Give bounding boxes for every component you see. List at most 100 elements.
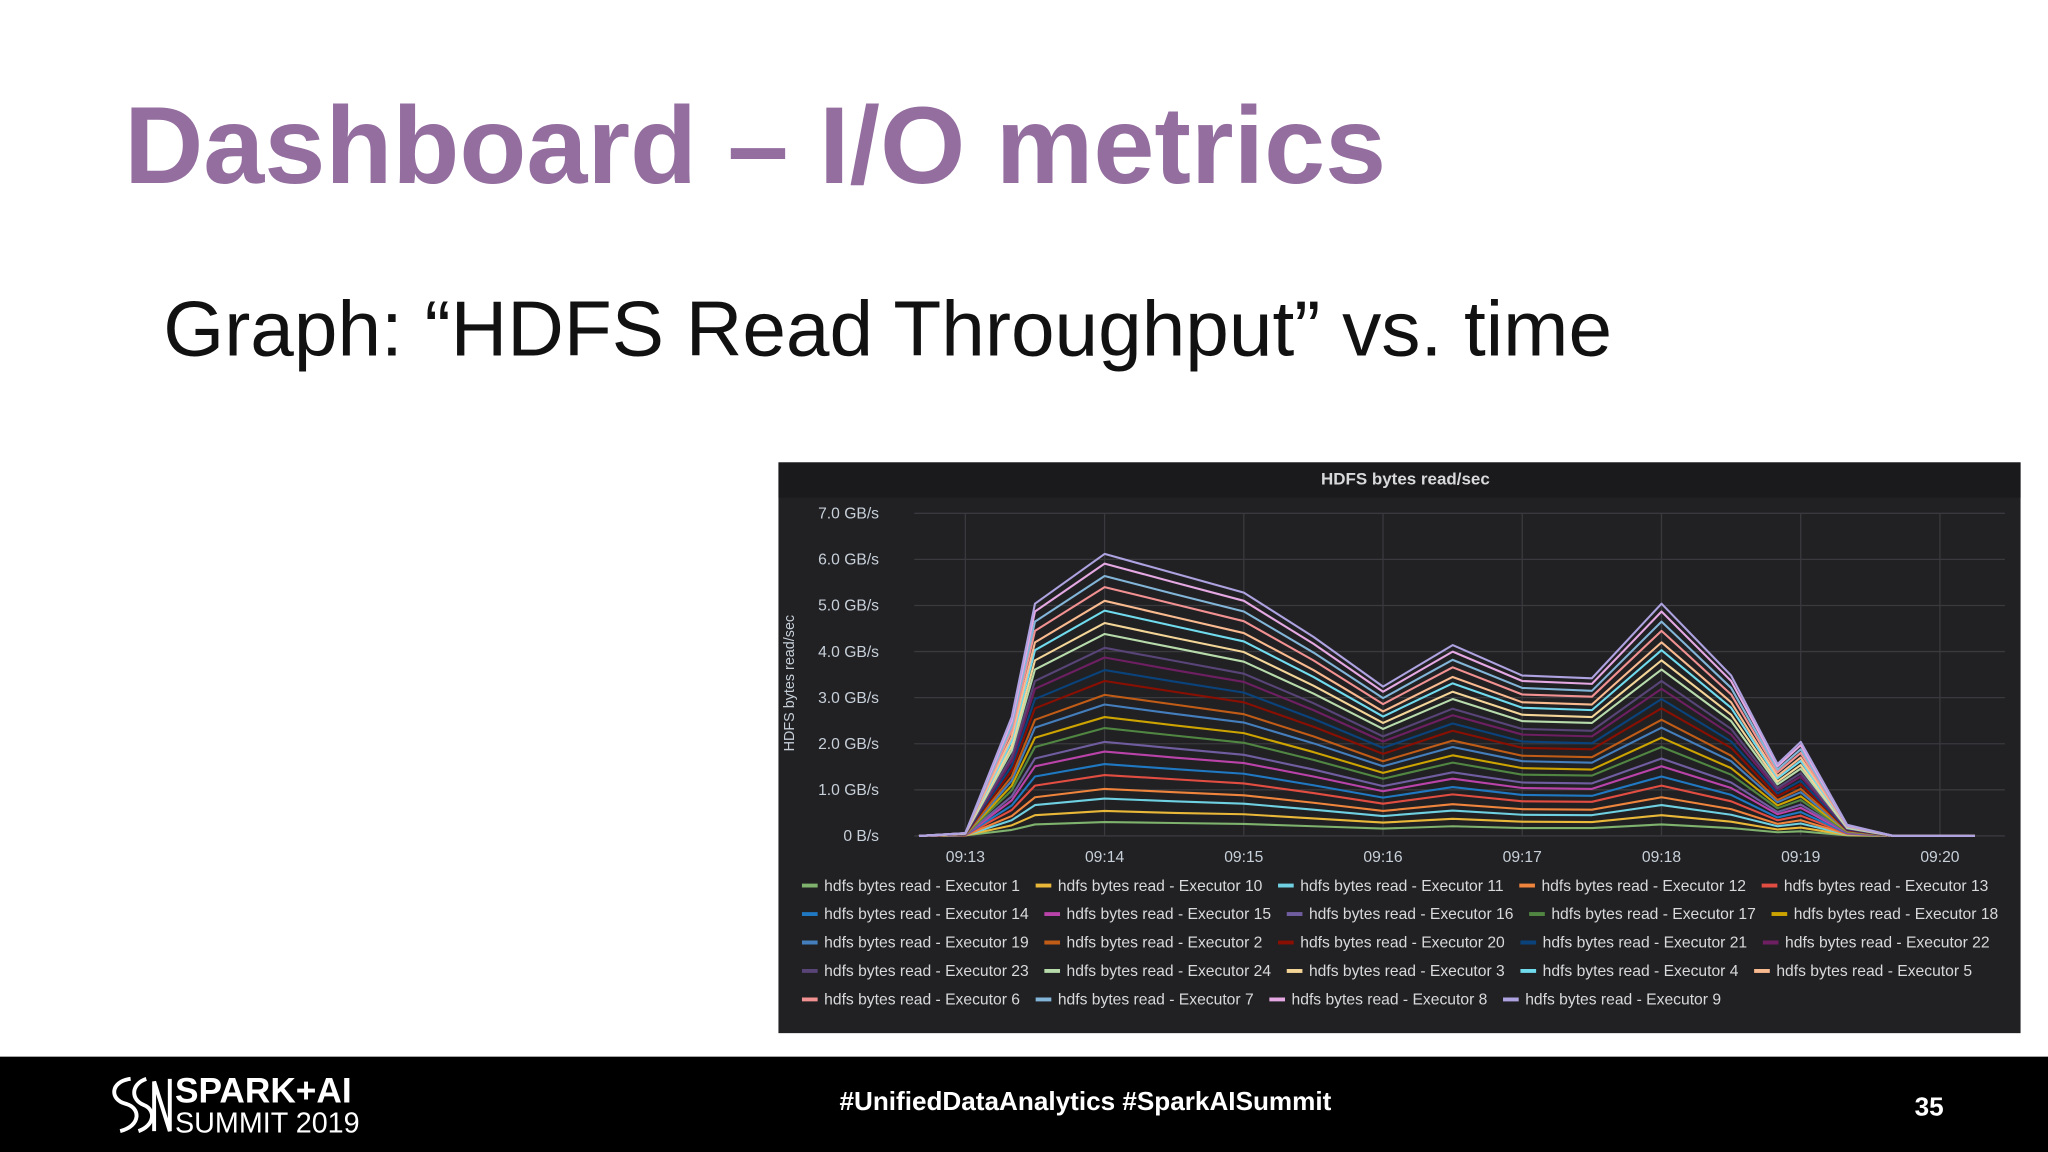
- legend-item[interactable]: hdfs bytes read - Executor 9: [1503, 992, 1721, 1009]
- logo-text: SUMMIT 2019: [175, 1107, 360, 1139]
- series-line: [918, 599, 1975, 837]
- hashtags: #UnifiedDataAnalytics #SparkAISummit: [839, 1086, 1331, 1116]
- x-tick-label: 09:17: [1503, 849, 1542, 866]
- legend-item[interactable]: hdfs bytes read - Executor 20: [1278, 935, 1505, 952]
- page-number: 35: [1915, 1091, 1944, 1121]
- series-line: [918, 740, 1975, 837]
- series-line: [918, 763, 1975, 837]
- y-tick-label: 4.0 GB/s: [818, 644, 879, 661]
- x-tick-label: 09:20: [1920, 849, 1959, 866]
- legend-label[interactable]: hdfs bytes read - Executor 24: [1067, 963, 1272, 980]
- legend-item[interactable]: hdfs bytes read - Executor 1: [801, 878, 1020, 895]
- legend-label[interactable]: hdfs bytes read - Executor 22: [1785, 935, 1990, 952]
- legend-item[interactable]: hdfs bytes read - Executor 11: [1278, 878, 1504, 895]
- legend-item[interactable]: hdfs bytes read - Executor 7: [1035, 992, 1254, 1009]
- legend-item[interactable]: hdfs bytes read - Executor 14: [801, 906, 1029, 923]
- legend-item[interactable]: hdfs bytes read - Executor 21: [1520, 935, 1747, 952]
- y-tick-label: 0 B/s: [843, 828, 879, 845]
- legend-label[interactable]: hdfs bytes read - Executor 2: [1067, 935, 1263, 952]
- footer-band: [0, 1056, 2048, 1152]
- series-line: [918, 679, 1975, 837]
- series-line: [918, 787, 1975, 837]
- legend-item[interactable]: hdfs bytes read - Executor 8: [1269, 992, 1488, 1009]
- legend-label[interactable]: hdfs bytes read - Executor 1: [824, 878, 1020, 895]
- legend-item[interactable]: hdfs bytes read - Executor 15: [1044, 906, 1271, 923]
- legend-label[interactable]: hdfs bytes read - Executor 3: [1309, 963, 1505, 980]
- series-line: [918, 821, 1975, 837]
- legend-item[interactable]: hdfs bytes read - Executor 24: [1044, 963, 1271, 980]
- legend-label[interactable]: hdfs bytes read - Executor 8: [1292, 992, 1488, 1009]
- legend-label[interactable]: hdfs bytes read - Executor 4: [1543, 963, 1739, 980]
- x-tick-label: 09:16: [1363, 849, 1402, 866]
- legend-item[interactable]: hdfs bytes read - Executor 10: [1035, 878, 1263, 895]
- series-line: [918, 774, 1975, 837]
- legend-item[interactable]: hdfs bytes read - Executor 6: [801, 992, 1020, 1009]
- series-line: [918, 809, 1975, 837]
- legend-label[interactable]: hdfs bytes read - Executor 16: [1309, 906, 1514, 923]
- series-line: [918, 693, 1975, 837]
- legend-label[interactable]: hdfs bytes read - Executor 21: [1543, 935, 1748, 952]
- series-line: [918, 797, 1975, 837]
- legend-label[interactable]: hdfs bytes read - Executor 11: [1300, 878, 1503, 895]
- legend-item[interactable]: hdfs bytes read - Executor 17: [1529, 906, 1756, 923]
- logo-text: SPARK+AI: [175, 1071, 352, 1110]
- legend-label[interactable]: hdfs bytes read - Executor 10: [1058, 878, 1263, 895]
- series-line: [918, 646, 1975, 837]
- legend-label[interactable]: hdfs bytes read - Executor 17: [1551, 906, 1756, 923]
- legend-label[interactable]: hdfs bytes read - Executor 9: [1525, 992, 1721, 1009]
- legend-label[interactable]: hdfs bytes read - Executor 7: [1058, 992, 1254, 1009]
- slide-title: Dashboard – I/O metrics: [124, 85, 1386, 207]
- legend-label[interactable]: hdfs bytes read - Executor 15: [1067, 906, 1272, 923]
- legend-item[interactable]: hdfs bytes read - Executor 18: [1771, 906, 1999, 923]
- y-tick-label: 1.0 GB/s: [818, 782, 879, 799]
- y-tick-label: 3.0 GB/s: [818, 690, 879, 707]
- legend-item[interactable]: hdfs bytes read - Executor 23: [801, 963, 1029, 980]
- legend-label[interactable]: hdfs bytes read - Executor 14: [824, 906, 1029, 923]
- y-tick-label: 7.0 GB/s: [818, 506, 879, 523]
- chart-panel: HDFS bytes read/sec HDFS bytes read/sec …: [778, 462, 2021, 1034]
- legend-item[interactable]: hdfs bytes read - Executor 5: [1754, 963, 1972, 980]
- legend-label[interactable]: hdfs bytes read - Executor 5: [1776, 963, 1972, 980]
- legend-label[interactable]: hdfs bytes read - Executor 6: [824, 992, 1020, 1009]
- series-line: [918, 703, 1975, 837]
- legend-label[interactable]: hdfs bytes read - Executor 13: [1784, 878, 1989, 895]
- legend-label[interactable]: hdfs bytes read - Executor 18: [1794, 906, 1999, 923]
- series-line: [918, 552, 1975, 837]
- chart-title: HDFS bytes read/sec: [1321, 470, 1490, 489]
- series-line: [918, 716, 1975, 837]
- y-axis-label: HDFS bytes read/sec: [782, 615, 798, 751]
- legend-item[interactable]: hdfs bytes read - Executor 13: [1761, 878, 1989, 895]
- legend-label[interactable]: hdfs bytes read - Executor 12: [1541, 878, 1746, 895]
- y-tick-label: 6.0 GB/s: [818, 552, 879, 569]
- legend-item[interactable]: hdfs bytes read - Executor 12: [1519, 878, 1746, 895]
- x-tick-label: 09:15: [1224, 849, 1263, 866]
- y-tick-label: 2.0 GB/s: [818, 736, 879, 753]
- series-line: [918, 621, 1975, 837]
- series-line: [918, 609, 1975, 837]
- series-line: [918, 750, 1975, 837]
- series-line: [918, 632, 1975, 837]
- series-line: [918, 586, 1975, 837]
- legend-label[interactable]: hdfs bytes read - Executor 19: [824, 935, 1029, 952]
- slide-subtitle: Graph: “HDFS Read Throughput” vs. time: [163, 284, 1612, 372]
- logo-mark: [112, 1076, 172, 1134]
- legend-item[interactable]: hdfs bytes read - Executor 19: [801, 935, 1029, 952]
- series-line: [918, 562, 1975, 837]
- x-tick-label: 09:18: [1642, 849, 1681, 866]
- series-line: [918, 574, 1975, 837]
- legend-item[interactable]: hdfs bytes read - Executor 22: [1762, 935, 1990, 952]
- x-tick-label: 09:13: [946, 849, 985, 866]
- legend-label[interactable]: hdfs bytes read - Executor 20: [1300, 935, 1505, 952]
- legend-item[interactable]: hdfs bytes read - Executor 2: [1044, 935, 1262, 952]
- legend-label[interactable]: hdfs bytes read - Executor 23: [824, 963, 1029, 980]
- legend-item[interactable]: hdfs bytes read - Executor 4: [1520, 963, 1739, 980]
- series-line: [918, 668, 1975, 837]
- series-line: [918, 656, 1975, 837]
- legend-item[interactable]: hdfs bytes read - Executor 16: [1286, 906, 1514, 923]
- series-line: [918, 726, 1975, 837]
- panel-header: [778, 462, 2021, 498]
- x-tick-label: 09:19: [1781, 849, 1820, 866]
- footer: SPARK+AI SUMMIT 2019 #UnifiedDataAnalyti…: [0, 1056, 2048, 1152]
- legend-item[interactable]: hdfs bytes read - Executor 3: [1286, 963, 1505, 980]
